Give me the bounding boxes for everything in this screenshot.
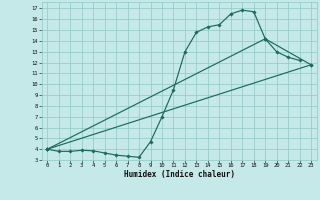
X-axis label: Humidex (Indice chaleur): Humidex (Indice chaleur) — [124, 170, 235, 179]
